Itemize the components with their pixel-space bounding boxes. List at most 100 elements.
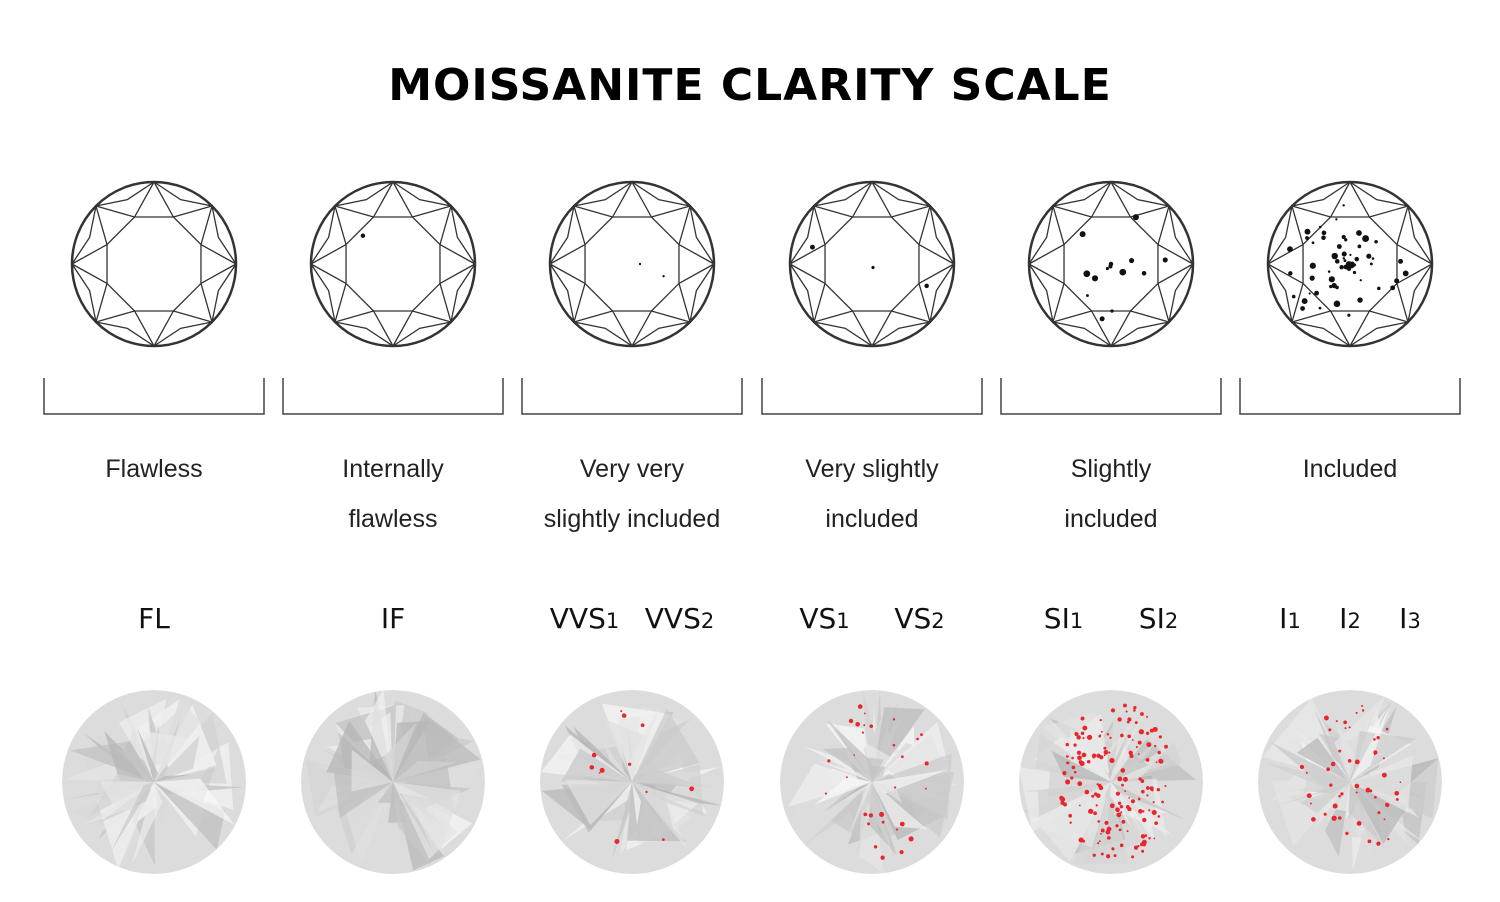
- photo-inclusion: [1066, 761, 1069, 765]
- inclusion: [1105, 267, 1109, 271]
- photo-inclusion: [1086, 735, 1091, 740]
- photo-facet: [561, 748, 632, 782]
- photo-facet: [631, 715, 653, 782]
- grade: FL: [138, 602, 170, 635]
- photo-facet: [326, 720, 393, 782]
- description: Flawless: [105, 455, 202, 483]
- photo-inclusion: [1154, 821, 1158, 826]
- photo-inclusion: [1385, 727, 1389, 731]
- inclusion: [1341, 234, 1346, 240]
- photo-inclusion: [846, 776, 848, 779]
- photo-inclusion: [1156, 788, 1160, 792]
- inclusion: [1328, 276, 1335, 283]
- inclusion: [1334, 259, 1340, 264]
- photo-inclusion: [1145, 786, 1150, 790]
- photo-inclusion: [1145, 731, 1150, 736]
- photo-inclusion: [1338, 794, 1341, 798]
- photo-inclusion: [1119, 843, 1124, 848]
- photo-inclusion: [1154, 744, 1157, 748]
- diamond-diagram: [1266, 180, 1434, 348]
- photo-inclusion: [1091, 753, 1097, 759]
- photo-inclusion: [1127, 717, 1132, 722]
- photo-inclusion: [857, 704, 863, 709]
- photo-inclusion: [1155, 761, 1158, 764]
- description: slightly included: [544, 505, 721, 533]
- inclusion: [1099, 316, 1105, 322]
- grade-code: FL: [138, 602, 170, 635]
- grade: VVS2: [645, 602, 714, 635]
- photo-inclusion: [1108, 751, 1111, 754]
- photo-inclusion: [895, 828, 899, 831]
- inclusion: [1374, 240, 1378, 244]
- inclusion: [1331, 252, 1338, 260]
- inclusion: [809, 244, 815, 250]
- bracket: [282, 378, 504, 415]
- photo-facet: [100, 781, 154, 808]
- photo-inclusion: [892, 743, 896, 747]
- photo-facet: [154, 778, 235, 825]
- photo-inclusion: [1158, 759, 1164, 764]
- grade-number: 1: [836, 609, 849, 633]
- photo-inclusion: [1373, 750, 1378, 755]
- photo-inclusion: [1138, 729, 1144, 735]
- diamond-diagram: [548, 180, 716, 348]
- photo-inclusion: [645, 790, 648, 794]
- photo-facet: [1348, 728, 1359, 782]
- photo-inclusion: [924, 761, 929, 766]
- photo-inclusion: [1078, 804, 1081, 807]
- facet-lines: [1267, 181, 1433, 347]
- diamond-photo: [62, 690, 246, 874]
- photo-inclusion: [1394, 790, 1400, 796]
- photo-inclusion: [1361, 709, 1365, 712]
- photo-facet: [1109, 764, 1118, 782]
- description: Slightly: [1071, 455, 1152, 483]
- photo-inclusion: [1133, 709, 1136, 712]
- inclusion: [1349, 253, 1352, 256]
- photo-inclusion: [1073, 743, 1077, 747]
- inclusion: [1309, 275, 1315, 281]
- photo-facet: [564, 779, 632, 826]
- photo-inclusion: [1088, 808, 1094, 814]
- photo-inclusion: [1146, 794, 1149, 797]
- photo-inclusion: [627, 762, 632, 766]
- photo-inclusion: [1067, 755, 1069, 758]
- photo-inclusion: [853, 754, 856, 756]
- photo-inclusion: [1157, 815, 1161, 818]
- inclusion: [1128, 257, 1135, 264]
- inclusion: [1344, 238, 1348, 242]
- photo-facet: [1110, 782, 1153, 848]
- photo-facet: [1051, 750, 1111, 782]
- grade: I3: [1399, 602, 1421, 635]
- inclusion: [1300, 306, 1305, 311]
- photo-inclusion: [1130, 799, 1135, 804]
- photo-inclusion: [1093, 792, 1098, 796]
- photo-facet: [872, 745, 948, 783]
- photo-inclusion: [1093, 811, 1097, 816]
- photo-facet: [871, 766, 886, 782]
- title: MOISSANITE CLARITY SCALE: [388, 60, 1112, 111]
- grade: VS1: [799, 602, 849, 635]
- photo-inclusion: [1076, 735, 1081, 740]
- photo-inclusion: [867, 822, 870, 826]
- photo-facet: [154, 782, 226, 850]
- photo-inclusion: [1070, 776, 1074, 780]
- photo-inclusion: [1142, 810, 1145, 813]
- photo-inclusion: [1376, 736, 1380, 740]
- photo-inclusion: [1100, 852, 1104, 856]
- inclusion: [360, 233, 366, 238]
- photo-inclusion: [1299, 764, 1305, 770]
- photo-facet: [858, 782, 884, 874]
- photo-inclusion: [1161, 800, 1164, 804]
- photo-facet: [872, 766, 886, 782]
- photo-inclusion: [1113, 854, 1117, 858]
- photo-facet: [351, 749, 393, 792]
- photo-inclusion: [1120, 733, 1124, 738]
- photo-inclusion: [1106, 836, 1110, 840]
- photo-inclusion: [1117, 801, 1122, 805]
- photo-inclusion: [1123, 776, 1128, 782]
- photo-inclusion: [1119, 805, 1124, 809]
- photo-inclusion: [868, 813, 874, 818]
- grade: VVS1: [550, 602, 619, 635]
- photo-inclusion: [1347, 759, 1352, 763]
- photo-inclusion: [1125, 710, 1128, 713]
